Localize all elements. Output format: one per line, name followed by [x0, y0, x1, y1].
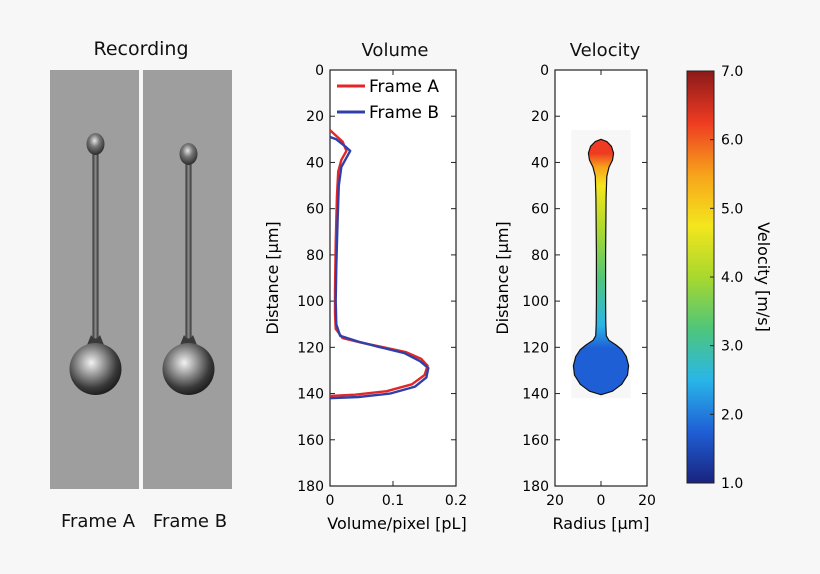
volume-xtick-label: 0	[326, 493, 335, 509]
colorbar-tick-label: 7.0	[721, 64, 743, 80]
colorbar-label: Velocity [m/s]	[754, 222, 773, 332]
colorbar-tick-label: 5.0	[721, 201, 743, 217]
velocity-ytick-label: 0	[540, 63, 549, 79]
velocity-ytick-label: 80	[531, 248, 549, 264]
volume-legend-label: Frame B	[369, 103, 439, 123]
volume-xtick-label: 0.1	[382, 493, 404, 509]
volume-plot-area	[329, 69, 457, 487]
volume-ytick-label: 80	[306, 248, 324, 264]
velocity-ytick-label: 160	[522, 433, 549, 449]
frame-a-stem	[92, 150, 99, 345]
volume-ytick-label: 0	[315, 63, 324, 79]
velocity-ytick-label: 120	[522, 340, 549, 356]
frame-b-ball	[162, 343, 215, 395]
frame-b-stem	[185, 162, 192, 345]
frame-b-label: Frame B	[152, 511, 228, 532]
volume-ytick-label: 40	[306, 155, 324, 171]
recording-title: Recording	[93, 38, 189, 60]
volume-ytick-label: 180	[297, 479, 324, 495]
volume-ytick-label: 60	[306, 202, 324, 218]
volume-ylabel: Distance [µm]	[263, 221, 282, 334]
velocity-ytick-label: 60	[531, 202, 549, 218]
velocity-xtick-label: 20	[546, 493, 564, 509]
velocity-ytick-label: 40	[531, 155, 549, 171]
volume-legend-label: Frame A	[369, 77, 439, 97]
colorbar-tick-label: 6.0	[721, 133, 743, 149]
velocity-ylabel: Distance [µm]	[493, 221, 512, 334]
volume-series-line	[329, 135, 430, 400]
volume-title: Volume	[361, 40, 429, 61]
volume-ytick-label: 120	[297, 340, 324, 356]
colorbar-tick-label: 1.0	[721, 476, 743, 492]
velocity-ytick-label: 180	[522, 479, 549, 495]
frame-a-ball	[69, 343, 122, 395]
volume-ytick-label: 140	[297, 387, 324, 403]
volume-ytick-label: 20	[306, 109, 324, 125]
velocity-xtick-label: 0	[597, 493, 606, 509]
volume-xtick-label: 0.2	[445, 493, 467, 509]
volume-ytick-label: 160	[297, 433, 324, 449]
volume-ytick-label: 100	[297, 294, 324, 310]
velocity-title: Velocity	[569, 40, 641, 61]
velocity-xtick-label: 20	[638, 493, 656, 509]
volume-xlabel: Volume/pixel [pL]	[327, 514, 466, 533]
frame-b-head	[179, 143, 198, 165]
frame-a-label: Frame A	[60, 511, 136, 532]
velocity-ytick-label: 20	[531, 109, 549, 125]
velocity-colorbar	[686, 70, 715, 484]
velocity-ytick-label: 100	[522, 294, 549, 310]
colorbar-tick-label: 4.0	[721, 270, 743, 286]
colorbar-tick-label: 3.0	[721, 339, 743, 355]
frame-a-head	[86, 133, 105, 155]
colorbar-tick-label: 2.0	[721, 407, 743, 423]
velocity-droplet	[572, 138, 630, 396]
velocity-xlabel: Radius [µm]	[553, 514, 650, 533]
velocity-ytick-label: 140	[522, 387, 549, 403]
